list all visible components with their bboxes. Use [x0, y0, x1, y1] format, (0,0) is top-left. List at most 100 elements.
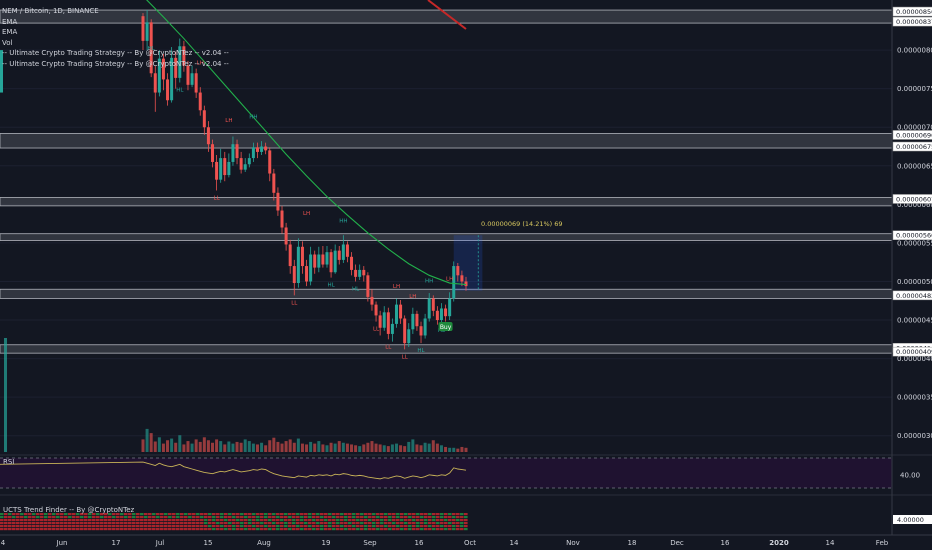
- trend-cell: [168, 528, 172, 531]
- candle-body: [439, 308, 443, 321]
- trend-finder-label[interactable]: UCTS Trend Finder -- By @CryptoNTez: [3, 506, 135, 514]
- trend-cell: [224, 519, 228, 522]
- candle-body: [231, 144, 235, 162]
- volume-bar: [215, 439, 219, 452]
- volume-bar: [378, 444, 382, 452]
- trend-cell: [248, 525, 252, 528]
- legend-item-ema-1[interactable]: EMA: [2, 17, 18, 26]
- trend-cell: [200, 528, 204, 531]
- trend-cell: [252, 513, 256, 516]
- volume-bar: [464, 447, 468, 452]
- legend-symbol[interactable]: NEM / Bitcoin, 1D, BINANCE: [2, 7, 99, 15]
- swing-label-10: HL: [352, 286, 360, 292]
- time-tick-15: 2020: [769, 539, 789, 547]
- trend-cell: [384, 522, 388, 525]
- trend-cell: [372, 525, 376, 528]
- trend-cell: [268, 522, 272, 525]
- trend-cell: [136, 528, 140, 531]
- trend-cell: [448, 525, 452, 528]
- trend-cell: [300, 516, 304, 519]
- swing-label-8: HL: [327, 283, 335, 289]
- candle-body: [456, 266, 460, 276]
- trend-cell: [24, 525, 28, 528]
- swing-label-3: LL: [214, 195, 221, 201]
- trend-cell: [296, 525, 300, 528]
- trend-cell: [164, 522, 168, 525]
- trend-cell: [264, 525, 268, 528]
- trend-cell: [124, 525, 128, 528]
- trend-cell: [8, 528, 12, 531]
- trend-cell: [96, 522, 100, 525]
- legend-item-vol[interactable]: Vol: [2, 38, 13, 47]
- trend-cell: [308, 522, 312, 525]
- trend-cell: [296, 513, 300, 516]
- rsi-label[interactable]: RSI: [3, 458, 15, 466]
- swing-label-16: HL: [417, 348, 425, 354]
- trend-cell: [408, 522, 412, 525]
- trend-cell: [376, 528, 380, 531]
- trend-cell: [12, 522, 16, 525]
- price-tick-7: 0.00000450: [897, 317, 932, 325]
- trend-cell: [336, 513, 340, 516]
- trend-cell: [28, 522, 32, 525]
- trend-cell: [112, 513, 116, 516]
- trend-cell: [92, 525, 96, 528]
- candle-68: [419, 321, 423, 344]
- candle-body: [276, 192, 280, 211]
- trend-cell: [348, 516, 352, 519]
- time-axis[interactable]: 4 Jun 17 Jul 15 Aug 19 Sep 16 Oct 14 Nov 18 Dec 16 2020…: [0, 534, 932, 547]
- trend-cell: [120, 513, 124, 516]
- time-tick-4: 15: [204, 539, 213, 547]
- volume-bar: [382, 445, 386, 452]
- trend-cell: [328, 519, 332, 522]
- volume-bar: [321, 444, 325, 452]
- volume-bar: [435, 443, 439, 452]
- legend-item-ema-2[interactable]: EMA: [2, 28, 18, 36]
- chart-legend: NEM / Bitcoin, 1D, BINANCE EMA EMA Vol -…: [2, 6, 229, 69]
- trend-cell: [32, 516, 36, 519]
- trend-cell: [268, 528, 272, 531]
- trend-cell: [128, 513, 132, 516]
- trend-cell: [172, 525, 176, 528]
- trend-cell: [76, 516, 80, 519]
- trend-cell: [380, 525, 384, 528]
- trend-cell: [44, 525, 48, 528]
- trend-cell: [184, 513, 188, 516]
- ema-line: [146, 0, 467, 286]
- trend-cell: [136, 525, 140, 528]
- candle-body: [382, 312, 386, 328]
- trend-cell: [424, 519, 428, 522]
- trend-cell: [424, 525, 428, 528]
- volume-bar: [292, 442, 296, 452]
- price-tick-6: 0.00000500: [897, 278, 932, 286]
- candle-9: [178, 38, 182, 83]
- legend-item-ucts-1[interactable]: -- Ultimate Crypto Trading Strategy -- B…: [2, 49, 229, 57]
- trend-cell: [220, 525, 224, 528]
- price-axis[interactable]: 0.00000800 0.00000750 0.00000700 0.00000650…: [891, 0, 932, 535]
- candle-37: [292, 259, 296, 296]
- trend-cell: [200, 525, 204, 528]
- candle-body: [427, 298, 431, 319]
- legend-item-ucts-2[interactable]: -- Ultimate Crypto Trading Strategy -- B…: [2, 59, 229, 68]
- trend-cell: [344, 513, 348, 516]
- trend-cell: [300, 519, 304, 522]
- trend-cell: [316, 522, 320, 525]
- candle-body: [378, 315, 382, 328]
- candle-76: [452, 261, 456, 302]
- candle-13: [194, 68, 198, 98]
- trend-cell: [140, 516, 144, 519]
- trend-cell: [188, 519, 192, 522]
- swing-label-6: LL: [291, 300, 298, 306]
- candle-29: [260, 141, 264, 156]
- trend-cell: [396, 525, 400, 528]
- volume-bar: [399, 445, 403, 452]
- candle-5: [161, 53, 165, 91]
- trend-cell: [212, 525, 216, 528]
- trend-cell: [364, 516, 368, 519]
- candle-body: [411, 313, 415, 330]
- trend-cell: [404, 519, 408, 522]
- trend-cell: [444, 522, 448, 525]
- trend-cell: [240, 525, 244, 528]
- price-box-label-5: 0.00000560: [896, 232, 932, 240]
